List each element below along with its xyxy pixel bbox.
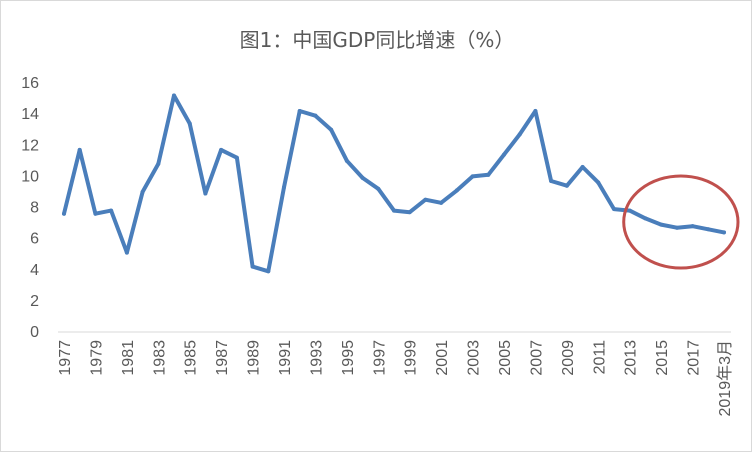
data-point (549, 179, 554, 184)
data-point (282, 185, 286, 190)
data-point (187, 121, 192, 126)
data-point (643, 216, 648, 221)
data-point (250, 264, 255, 269)
data-point (439, 200, 444, 205)
x-tick-label: 1993 (308, 340, 325, 376)
data-point (564, 183, 569, 188)
data-point (124, 250, 129, 255)
data-point (140, 189, 145, 194)
data-point (234, 155, 239, 160)
data-point (722, 230, 726, 235)
data-point (423, 197, 428, 202)
data-point (172, 93, 176, 98)
data-point (502, 152, 506, 157)
data-point (109, 208, 114, 213)
data-point (297, 109, 302, 114)
data-point (266, 269, 271, 274)
data-point (674, 225, 679, 230)
series-layer (62, 93, 726, 274)
data-point (329, 127, 334, 132)
data-point (219, 147, 224, 152)
y-tick-label: 2 (30, 293, 39, 310)
gdp-growth-line (62, 93, 726, 274)
data-point (313, 113, 318, 118)
data-point (580, 165, 585, 170)
data-point (93, 211, 98, 216)
annotation-layer (622, 174, 740, 270)
y-tick-label: 10 (21, 168, 39, 185)
x-tick-label: 2019年3月 (716, 340, 734, 417)
x-tick-label: 2013 (623, 340, 640, 376)
data-point (596, 180, 601, 185)
x-tick-label: 1983 (151, 340, 168, 376)
data-point (627, 208, 632, 213)
y-tick-label: 0 (30, 324, 39, 341)
data-point (517, 132, 522, 137)
y-tick-label: 12 (21, 137, 39, 154)
x-tick-label: 2015 (654, 340, 671, 376)
data-point (77, 147, 82, 152)
y-axis: 0 2 4 6 8 10 12 14 16 (21, 75, 39, 341)
x-tick-label: 2001 (434, 340, 451, 376)
x-tick-label: 2007 (528, 340, 545, 376)
y-tick-label: 16 (21, 75, 39, 92)
data-point (344, 158, 349, 163)
x-tick-label: 1995 (340, 340, 357, 376)
data-point (376, 186, 381, 191)
x-tick-label: 1997 (371, 340, 388, 376)
chart-title: 图1：中国GDP同比增速（%） (239, 28, 515, 52)
data-point (486, 172, 491, 177)
x-tick-label: 2011 (591, 340, 608, 375)
data-point (706, 227, 711, 232)
x-tick-label: 1981 (120, 340, 137, 376)
data-point (454, 188, 459, 193)
y-tick-label: 8 (30, 200, 39, 217)
data-point (690, 224, 695, 229)
x-tick-label: 2005 (497, 340, 514, 376)
x-tick-label: 1991 (277, 340, 294, 376)
data-point (533, 109, 538, 114)
data-point (156, 161, 161, 166)
data-point (407, 210, 412, 215)
data-point (659, 222, 664, 227)
data-point (392, 208, 396, 213)
data-point (360, 175, 365, 180)
x-tick-label: 1989 (246, 340, 263, 376)
x-tick-label: 1999 (403, 340, 420, 376)
data-point (612, 207, 616, 212)
x-tick-label: 2017 (686, 340, 703, 376)
x-tick-label: 1987 (214, 340, 231, 376)
highlight-ellipse (622, 174, 740, 270)
data-point (203, 191, 208, 196)
x-tick-label: 1977 (57, 340, 74, 376)
data-point (470, 174, 475, 179)
y-tick-label: 14 (21, 106, 39, 123)
x-tick-label: 2009 (560, 340, 577, 376)
x-tick-label: 1985 (183, 340, 200, 376)
y-tick-label: 4 (30, 262, 39, 279)
x-axis: 1977 1979 1981 1983 1985 1987 1989 1991 1993 1995… (57, 340, 734, 417)
x-tick-label: 2003 (466, 340, 483, 376)
data-point (62, 211, 66, 216)
y-tick-label: 6 (30, 231, 39, 248)
x-tick-label: 1979 (88, 340, 105, 376)
